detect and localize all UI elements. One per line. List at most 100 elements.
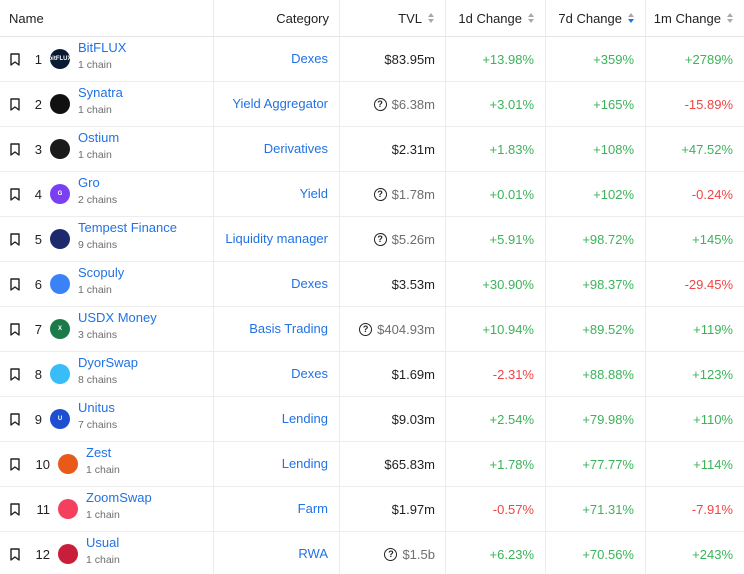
- question-icon[interactable]: ?: [373, 187, 387, 201]
- category-link[interactable]: Yield: [299, 186, 328, 201]
- change-1d-value: +13.98%: [482, 51, 534, 67]
- change-1d-cell: +1.83%: [446, 127, 546, 171]
- column-header-7d-change[interactable]: 7d Change: [546, 0, 646, 36]
- category-link[interactable]: Farm: [297, 501, 328, 516]
- rank: 7: [34, 321, 42, 337]
- protocol-name-link[interactable]: Tempest Finance: [78, 220, 177, 235]
- bookmark-icon[interactable]: [10, 142, 20, 156]
- bookmark-icon[interactable]: [10, 322, 20, 336]
- bookmark-icon[interactable]: [10, 412, 20, 426]
- change-7d-value: +88.88%: [582, 366, 634, 382]
- table-row[interactable]: 10 Zest 1 chain Lending $65.83m +1.78% +77.77%…: [0, 442, 744, 487]
- table-row[interactable]: 6 Scopuly 1 chain Dexes $3.53m +30.90% +98.37%…: [0, 262, 744, 307]
- change-7d-cell: +102%: [546, 172, 646, 216]
- bookmark-icon[interactable]: [10, 52, 20, 66]
- bookmark-icon[interactable]: [10, 277, 20, 291]
- category-cell: RWA: [214, 532, 340, 574]
- protocol-name-link[interactable]: BitFLUX: [78, 40, 127, 55]
- column-header-1d-change[interactable]: 1d Change: [446, 0, 546, 36]
- chain-count: 1 chain: [78, 149, 112, 161]
- tvl-value: $1.5b: [402, 546, 435, 562]
- protocol-name-link[interactable]: Scopuly: [78, 265, 125, 280]
- bookmark-icon[interactable]: [10, 232, 20, 246]
- table-row[interactable]: 4 G Gro 2 chains Yield? $1.78m +0.01% +102% -0.2…: [0, 172, 744, 217]
- tvl-cell: ? $1.5b: [340, 532, 446, 574]
- table-row[interactable]: 11 ZoomSwap 1 chain Farm $1.97m -0.57% +71.31%…: [0, 487, 744, 532]
- question-icon[interactable]: ?: [359, 322, 373, 336]
- category-link[interactable]: Basis Trading: [249, 321, 328, 336]
- protocol-name-link[interactable]: Zest: [86, 445, 112, 460]
- rank: 8: [34, 366, 42, 382]
- protocol-name-link[interactable]: Ostium: [78, 130, 120, 145]
- change-1d-value: +2.54%: [489, 411, 534, 427]
- category-cell: Dexes: [214, 352, 340, 396]
- rank: 10: [35, 456, 50, 472]
- change-7d-value: +71.31%: [582, 501, 634, 517]
- tvl-cell: $1.97m: [340, 487, 446, 531]
- question-icon[interactable]: ?: [373, 232, 387, 246]
- category-link[interactable]: Liquidity manager: [225, 231, 328, 246]
- chain-count: 3 chains: [78, 329, 118, 341]
- sort-icon[interactable]: [427, 12, 435, 24]
- category-link[interactable]: Dexes: [291, 276, 328, 291]
- change-1m-value: +145%: [692, 231, 733, 247]
- category-link[interactable]: Dexes: [291, 366, 328, 381]
- tvl-cell: ? $404.93m: [340, 307, 446, 351]
- sort-icon[interactable]: [527, 12, 535, 24]
- protocol-name-link[interactable]: Synatra: [78, 85, 123, 100]
- table-row[interactable]: 3 Ostium 1 chain Derivatives $2.31m +1.83% +10…: [0, 127, 744, 172]
- column-header-category[interactable]: Category: [214, 0, 340, 36]
- question-icon[interactable]: ?: [384, 547, 398, 561]
- category-link[interactable]: Yield Aggregator: [232, 96, 328, 111]
- table-row[interactable]: 7 X USDX Money 3 chains Basis Trading? $404.9…: [0, 307, 744, 352]
- change-1d-value: +10.94%: [482, 321, 534, 337]
- table-row[interactable]: 1 bitFLUX BitFLUX 1 chain Dexes $83.95m +13.98…: [0, 37, 744, 82]
- table-row[interactable]: 9 U Unitus 7 chains Lending $9.03m +2.54% +79.9…: [0, 397, 744, 442]
- category-cell: Farm: [214, 487, 340, 531]
- question-icon[interactable]: ?: [373, 97, 387, 111]
- protocol-cell: 2 Synatra 1 chain: [0, 82, 214, 126]
- protocol-cell: 11 ZoomSwap 1 chain: [0, 487, 214, 531]
- category-link[interactable]: Dexes: [291, 51, 328, 66]
- category-link[interactable]: Lending: [281, 456, 328, 471]
- change-7d-value: +77.77%: [582, 456, 634, 472]
- bookmark-icon[interactable]: [10, 97, 20, 111]
- category-cell: Lending: [214, 442, 340, 486]
- sort-icon[interactable]: [726, 12, 734, 24]
- tvl-value: $1.78m: [391, 186, 435, 202]
- column-header-1m-change[interactable]: 1m Change: [646, 0, 744, 36]
- change-7d-cell: +71.31%: [546, 487, 646, 531]
- column-header-tvl[interactable]: TVL: [340, 0, 446, 36]
- category-cell: Basis Trading: [214, 307, 340, 351]
- protocol-name-link[interactable]: Usual: [86, 535, 120, 550]
- bookmark-icon[interactable]: [10, 187, 20, 201]
- table-row[interactable]: 5 Tempest Finance 9 chains Liquidity manage…: [0, 217, 744, 262]
- change-1m-value: -15.89%: [684, 96, 733, 112]
- bookmark-icon[interactable]: [10, 502, 20, 516]
- protocol-name-link[interactable]: Gro: [78, 175, 100, 190]
- protocol-name-link[interactable]: ZoomSwap: [86, 490, 152, 505]
- bookmark-icon[interactable]: [10, 547, 20, 561]
- category-link[interactable]: Lending: [281, 411, 328, 426]
- category-link[interactable]: Derivatives: [263, 141, 328, 156]
- change-1m-cell: +119%: [646, 307, 744, 351]
- sort-descending-icon[interactable]: [627, 12, 635, 24]
- protocol-name-link[interactable]: DyorSwap: [78, 355, 138, 370]
- protocol-name-link[interactable]: USDX Money: [78, 310, 157, 325]
- change-7d-cell: +79.98%: [546, 397, 646, 441]
- protocol-name-link[interactable]: Unitus: [78, 400, 115, 415]
- category-link[interactable]: RWA: [298, 546, 328, 561]
- column-header-name[interactable]: Name: [0, 0, 214, 36]
- tvl-value: $5.26m: [391, 231, 435, 247]
- change-1m-value: -29.45%: [684, 276, 733, 292]
- protocol-logo-icon: [58, 454, 78, 474]
- table-row[interactable]: 2 Synatra 1 chain Yield Aggregator? $6.38m +3…: [0, 82, 744, 127]
- protocol-cell: 12 Usual 1 chain: [0, 532, 214, 574]
- bookmark-icon[interactable]: [10, 457, 20, 471]
- bookmark-icon[interactable]: [10, 367, 20, 381]
- tvl-cell: ? $5.26m: [340, 217, 446, 261]
- change-1d-cell: +0.01%: [446, 172, 546, 216]
- table-row[interactable]: 8 DyorSwap 8 chains Dexes $1.69m -2.31% +88.88…: [0, 352, 744, 397]
- tvl-cell: $2.31m: [340, 127, 446, 171]
- table-row[interactable]: 12 Usual 1 chain RWA? $1.5b +6.23% +70.56% +243…: [0, 532, 744, 574]
